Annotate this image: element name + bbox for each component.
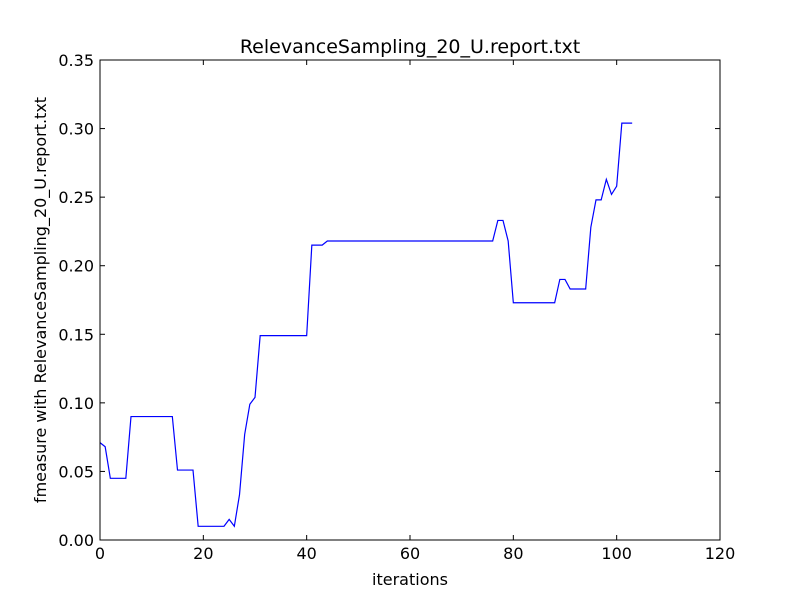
x-tick-label: 80 <box>503 544 523 563</box>
x-tick-label: 40 <box>296 544 316 563</box>
x-tick-label: 20 <box>193 544 213 563</box>
y-tick-label: 0.10 <box>58 394 94 413</box>
x-tick-label: 100 <box>601 544 632 563</box>
x-axis-title: iterations <box>372 570 448 589</box>
chart-title: RelevanceSampling_20_U.report.txt <box>240 36 580 58</box>
y-tick-label: 0.35 <box>58 51 94 70</box>
x-tick-label: 0 <box>95 544 105 563</box>
y-tick-label: 0.25 <box>58 188 94 207</box>
y-tick-label: 0.05 <box>58 462 94 481</box>
series-line <box>99 122 633 528</box>
y-axis-title: fmeasure with RelevanceSampling_20_U.rep… <box>31 97 51 503</box>
y-tick-label: 0.30 <box>58 120 94 139</box>
plot-area: 0 20 40 60 80 100 120 0.00 0.05 0.10 0.15 0.20 0.25 0… <box>58 51 735 563</box>
x-tick-label: 120 <box>705 544 736 563</box>
y-tick-label: 0.00 <box>58 531 94 550</box>
y-tick-label: 0.15 <box>58 325 94 344</box>
x-tick-label: 60 <box>400 544 420 563</box>
y-tick-label: 0.20 <box>58 257 94 276</box>
axes-frame <box>99 59 721 541</box>
